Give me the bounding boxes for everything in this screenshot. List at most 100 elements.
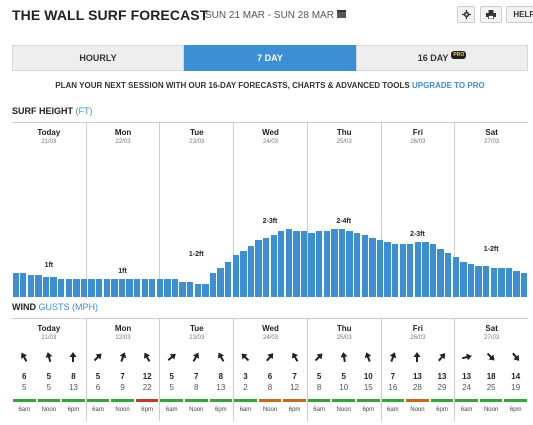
wind-rating-bar — [357, 399, 380, 402]
surf-day-column: Thu 25/03 — [306, 123, 381, 299]
time-label: 6am — [313, 407, 325, 413]
wind-direction-arrow-icon — [192, 352, 200, 362]
day-date: 23/03 — [189, 335, 205, 341]
wind-direction-arrow-icon — [241, 353, 250, 362]
surf-height-bar — [103, 279, 110, 297]
surf-height-bar — [270, 235, 277, 297]
wind-direction-arrow-icon — [266, 353, 274, 362]
surf-height-bar — [293, 231, 300, 297]
surf-height-bar — [240, 250, 247, 297]
surf-height-bar — [490, 268, 497, 297]
surf-height-label: 1ft — [44, 261, 54, 269]
wind-speed: 7 — [194, 372, 199, 381]
surf-height-bar — [194, 283, 201, 297]
tab-7-day[interactable]: 7 DAY — [184, 45, 356, 71]
day-name: Thu — [336, 324, 352, 333]
upgrade-link[interactable]: UPGRADE TO PRO — [411, 81, 485, 90]
surf-height-bar — [460, 261, 467, 297]
surf-height-bar — [467, 264, 475, 297]
surf-height-bar — [331, 228, 338, 297]
surf-height-bar — [187, 281, 194, 297]
wind-gust: 5 — [22, 383, 27, 392]
wind-gust: 15 — [363, 383, 373, 392]
wind-gust: 24 — [462, 383, 472, 392]
tab-hourly[interactable]: HOURLY — [12, 45, 184, 71]
wind-speed: 13 — [437, 372, 447, 381]
wind-direction-arrow-icon — [69, 352, 77, 362]
surf-height-bar — [338, 228, 346, 297]
surf-height-bar — [391, 244, 399, 297]
forecast-tabs: HOURLY 7 DAY 16 DAY PRO — [12, 45, 528, 71]
time-label: Noon — [189, 407, 204, 413]
surf-height-bar — [171, 279, 179, 297]
surf-height-bar — [255, 239, 262, 297]
gear-icon — [461, 10, 471, 19]
wind-gust: 8 — [316, 383, 322, 392]
surf-height-bar — [80, 279, 88, 297]
wind-direction-arrow-icon — [45, 352, 53, 363]
tab-label: HOURLY — [79, 53, 117, 63]
wind-rating-bar — [234, 399, 257, 402]
surf-height-bar — [202, 283, 209, 297]
tab-label: 7 DAY — [257, 53, 283, 63]
day-date: 26/03 — [410, 139, 426, 145]
day-date: 24/03 — [262, 139, 278, 145]
surf-day-column: Wed 24/03 — [233, 123, 307, 299]
surf-height-bar — [50, 277, 57, 297]
surf-height-bar — [95, 279, 103, 297]
surf-height-bar — [361, 235, 368, 297]
surf-height-bar — [42, 277, 50, 297]
time-label: 6pm — [215, 407, 227, 413]
wind-rating-bar — [111, 399, 134, 402]
settings-button[interactable] — [457, 6, 475, 23]
surf-height-unit: (FT) — [75, 106, 93, 116]
surf-height-bar — [369, 237, 376, 297]
wind-speed: 10 — [363, 372, 373, 381]
time-label: 6am — [387, 407, 399, 413]
wind-rating-bar — [430, 399, 454, 402]
wind-speed: 5 — [316, 372, 322, 381]
day-name: Mon — [114, 324, 132, 333]
wind-direction-arrow-icon — [461, 353, 472, 361]
wind-direction-arrow-icon — [438, 353, 446, 362]
wind-day-column: Sat 27/03 — [454, 319, 528, 421]
wind-direction-arrow-icon — [167, 353, 176, 361]
help-button[interactable]: HELP — [506, 6, 533, 23]
wind-rating-bar — [455, 399, 478, 402]
wind-rating-bar — [406, 399, 429, 402]
wind-rating-bar — [37, 399, 61, 402]
wind-speed: 6 — [22, 372, 27, 381]
tab-16-day[interactable]: 16 DAY PRO — [356, 45, 528, 71]
day-name: Thu — [336, 128, 352, 137]
day-name: Wed — [262, 324, 279, 333]
surf-height-bar — [445, 253, 452, 297]
surf-height-title: SURF HEIGHT (FT) — [12, 106, 93, 116]
calendar-icon[interactable] — [336, 10, 346, 18]
print-button[interactable] — [480, 6, 502, 23]
time-label: 6pm — [67, 407, 80, 413]
surf-height-bar — [285, 228, 293, 297]
wind-gust: 6 — [95, 383, 101, 392]
surf-height-bar — [20, 272, 27, 297]
surf-height-bar — [376, 239, 384, 297]
day-name: Fri — [412, 128, 424, 137]
surf-height-label: SURF HEIGHT — [12, 106, 74, 116]
wind-speed: 5 — [169, 372, 174, 381]
surf-height-bar — [224, 261, 232, 297]
surf-day-column: Mon 22/03 — [85, 123, 160, 299]
wind-speed: 5 — [46, 372, 52, 381]
surf-height-bar — [141, 279, 148, 297]
surf-height-bar — [316, 231, 323, 297]
wind-speed: 6 — [267, 372, 273, 381]
day-date: 22/03 — [115, 139, 131, 145]
day-date: 24/03 — [262, 335, 278, 341]
surf-height-bar — [422, 242, 429, 297]
wind-rating-bar — [381, 399, 405, 402]
wind-speed: 18 — [486, 372, 496, 381]
wind-table: Today 21/03 Mon 22/03 Tue 23/03 Wed 24/03 Thu 25/… — [12, 318, 528, 421]
wind-day-column: Today 21/03 — [12, 319, 86, 421]
surf-height-bar — [437, 248, 444, 297]
surf-height-bar — [505, 268, 513, 297]
wind-gust: 5 — [46, 383, 52, 392]
wind-gust: 10 — [339, 383, 349, 392]
